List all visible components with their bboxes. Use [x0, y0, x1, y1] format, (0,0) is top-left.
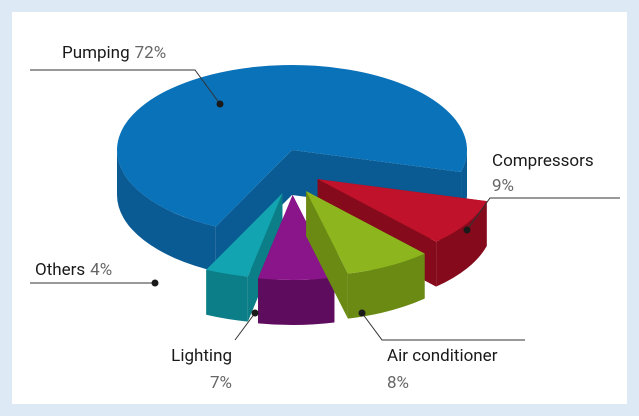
slice-name: Compressors [492, 151, 594, 171]
slice-side [436, 201, 487, 287]
pie [116, 65, 487, 325]
slice-side [258, 277, 335, 325]
leader-dot [216, 100, 224, 108]
labels: Pumping 72% Compressors 9% Air conditioner 8%… [30, 43, 620, 393]
slice-percent: 8% [387, 373, 409, 393]
leader-line [361, 312, 525, 341]
slice [306, 191, 425, 274]
leader-dot [151, 279, 159, 287]
leader-dot [463, 226, 471, 234]
leader-line [466, 197, 620, 231]
slice-percent: 72% [135, 43, 167, 63]
slice-side [347, 253, 425, 319]
slice-name: Lighting [171, 346, 232, 366]
slice-name: Others [35, 260, 85, 280]
slice [206, 193, 283, 277]
slice-cut-wall [306, 191, 348, 319]
slice-percent: 9% [492, 176, 514, 196]
leader-line [30, 69, 221, 105]
leader-line [234, 312, 256, 341]
slice-name: Air conditioner [387, 346, 498, 366]
leader-dot [251, 309, 259, 317]
slice-side [116, 150, 216, 272]
slice [317, 179, 487, 242]
slice-label: Pumping 72% [62, 43, 166, 63]
slice [258, 194, 335, 280]
slice-percent: 4% [90, 260, 112, 280]
leader-dot [358, 309, 366, 317]
slice [116, 65, 467, 227]
slice-side [206, 269, 248, 322]
slice-name: Pumping [62, 43, 130, 63]
slice-percent: 7% [210, 373, 232, 393]
slice-label: Others 4% [35, 260, 112, 280]
